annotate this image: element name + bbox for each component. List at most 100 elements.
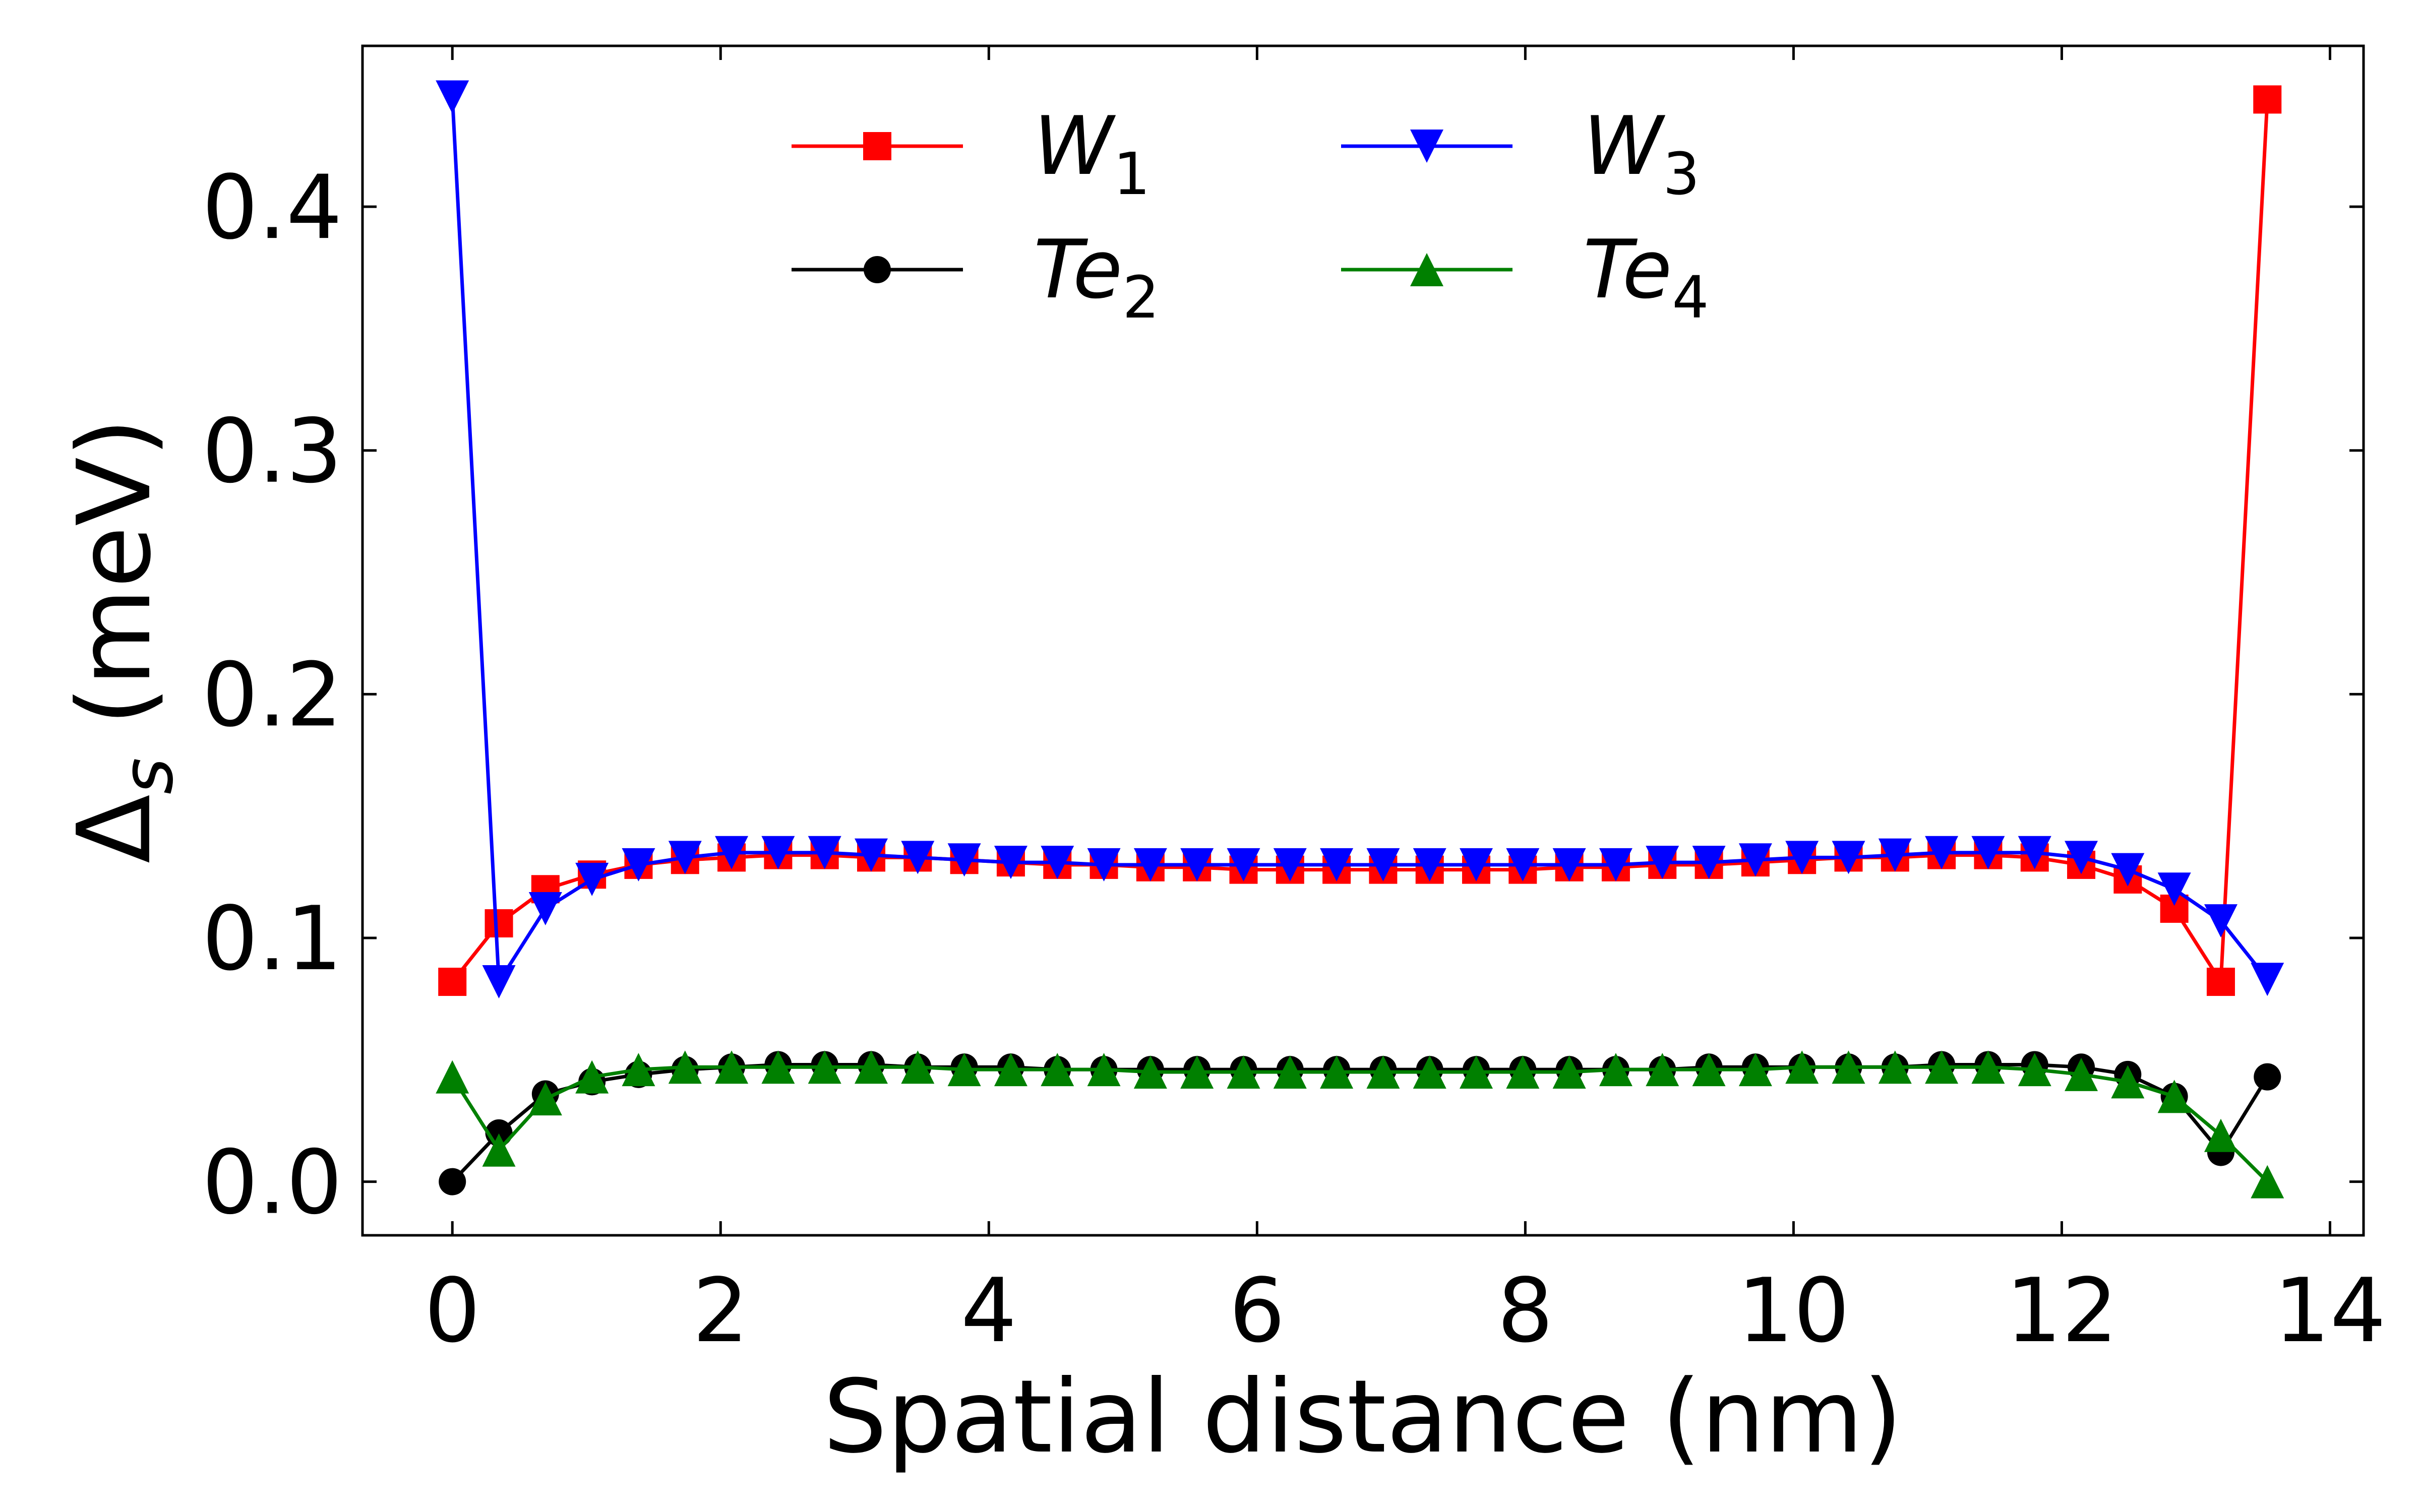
data-point [1460, 848, 1493, 881]
data-point [2254, 1063, 2281, 1091]
data-point [1320, 848, 1354, 881]
data-point [1925, 836, 1959, 869]
data-point [575, 1060, 609, 1094]
legend-label-name: Te [1583, 222, 1672, 317]
data-point [2204, 904, 2237, 938]
data-point [1552, 1055, 1586, 1089]
data-point [2157, 872, 2191, 906]
y-axis-label-unit: (meV) [56, 418, 173, 758]
legend-entry: W3 [1341, 99, 1700, 208]
data-point [1785, 841, 1819, 874]
x-tick-label: 2 [693, 1260, 749, 1362]
data-point [1738, 1053, 1772, 1087]
data-point [994, 1053, 1027, 1087]
series-3 [436, 80, 2284, 999]
data-point [2018, 1053, 2051, 1087]
data-point [1506, 848, 1540, 881]
legend-label: W1 [1034, 99, 1150, 208]
data-point [1413, 1055, 1446, 1089]
data-point [575, 862, 609, 896]
data-point [1366, 848, 1400, 881]
data-point [528, 892, 562, 925]
data-point [1552, 848, 1586, 881]
series-line [450, 97, 2269, 984]
y-tick-label: 0.4 [202, 157, 342, 259]
data-point [482, 965, 516, 999]
legend-label-subscript: 2 [1122, 264, 1159, 332]
data-point [1738, 843, 1772, 877]
data-point [1133, 1055, 1167, 1089]
data-point [1692, 1053, 1726, 1087]
legend-label: Te2 [1034, 222, 1160, 332]
legend-label-name: W [1583, 99, 1666, 193]
data-point [482, 1133, 516, 1167]
legend-entry: Te4 [1341, 222, 1709, 332]
data-point [438, 968, 467, 996]
data-point [439, 1168, 466, 1195]
data-point [947, 843, 981, 877]
legend-label-subscript: 3 [1663, 141, 1700, 208]
data-point [1878, 838, 1912, 872]
legend-label: W3 [1583, 99, 1700, 208]
data-point [808, 836, 841, 869]
data-point [901, 841, 935, 874]
data-point [1599, 848, 1632, 881]
data-point [2204, 1118, 2237, 1152]
data-point [1460, 1055, 1493, 1089]
x-tick-label: 14 [2274, 1260, 2386, 1362]
data-point [2111, 853, 2145, 887]
data-point [485, 909, 513, 937]
data-point [528, 1082, 562, 1116]
y-axis-label-base: Δ [56, 794, 173, 863]
data-point [2065, 1057, 2098, 1091]
data-point [622, 848, 655, 881]
data-point [855, 838, 888, 872]
x-tick-label: 12 [2006, 1260, 2118, 1362]
data-point [994, 846, 1027, 879]
data-point [436, 1060, 469, 1094]
series-line [451, 1065, 2269, 1183]
y-axis-label: Δs (meV) [56, 418, 189, 863]
legend-label-subscript: 4 [1672, 264, 1709, 332]
data-point [1133, 848, 1167, 881]
data-point [1227, 1055, 1260, 1089]
data-point [1320, 1055, 1354, 1089]
x-tick-label: 8 [1497, 1260, 1553, 1362]
y-axis-label-subscript: s [107, 758, 189, 794]
data-point [1925, 1050, 1959, 1084]
axis-ticks: 0 2 4 6 8 10 12 140.00.10.20.30.4 [202, 46, 2386, 1362]
data-point [715, 836, 749, 869]
data-point [622, 1053, 655, 1087]
legend-marker [863, 132, 891, 160]
legend-marker [1410, 130, 1443, 163]
data-point [1180, 1055, 1214, 1089]
data-point [1832, 1050, 1865, 1084]
data-point [1785, 1050, 1819, 1084]
y-tick-label: 0.0 [202, 1132, 342, 1234]
data-point [1087, 848, 1121, 881]
legend-entry: W1 [792, 99, 1150, 208]
data-point [2251, 1165, 2284, 1199]
x-tick-label: 10 [1737, 1260, 1850, 1362]
legend-label-name: Te [1034, 222, 1122, 317]
data-point [947, 1053, 981, 1087]
data-point [1971, 1050, 2005, 1084]
data-point [1878, 1050, 1912, 1084]
data-point [2065, 841, 2098, 874]
data-point [1041, 1053, 1074, 1087]
data-point [1832, 841, 1865, 874]
x-tick-label: 0 [425, 1260, 480, 1362]
y-tick-label: 0.3 [202, 401, 342, 503]
data-point [1692, 846, 1726, 879]
data-point [1413, 848, 1446, 881]
series-line [451, 99, 2269, 984]
data-point [1180, 848, 1214, 881]
data-point [2253, 85, 2282, 114]
data-point [2018, 836, 2051, 869]
legend-label-subscript: 1 [1113, 141, 1150, 208]
data-point [1646, 846, 1679, 879]
y-tick-label: 0.2 [202, 644, 342, 746]
data-point [668, 841, 702, 874]
